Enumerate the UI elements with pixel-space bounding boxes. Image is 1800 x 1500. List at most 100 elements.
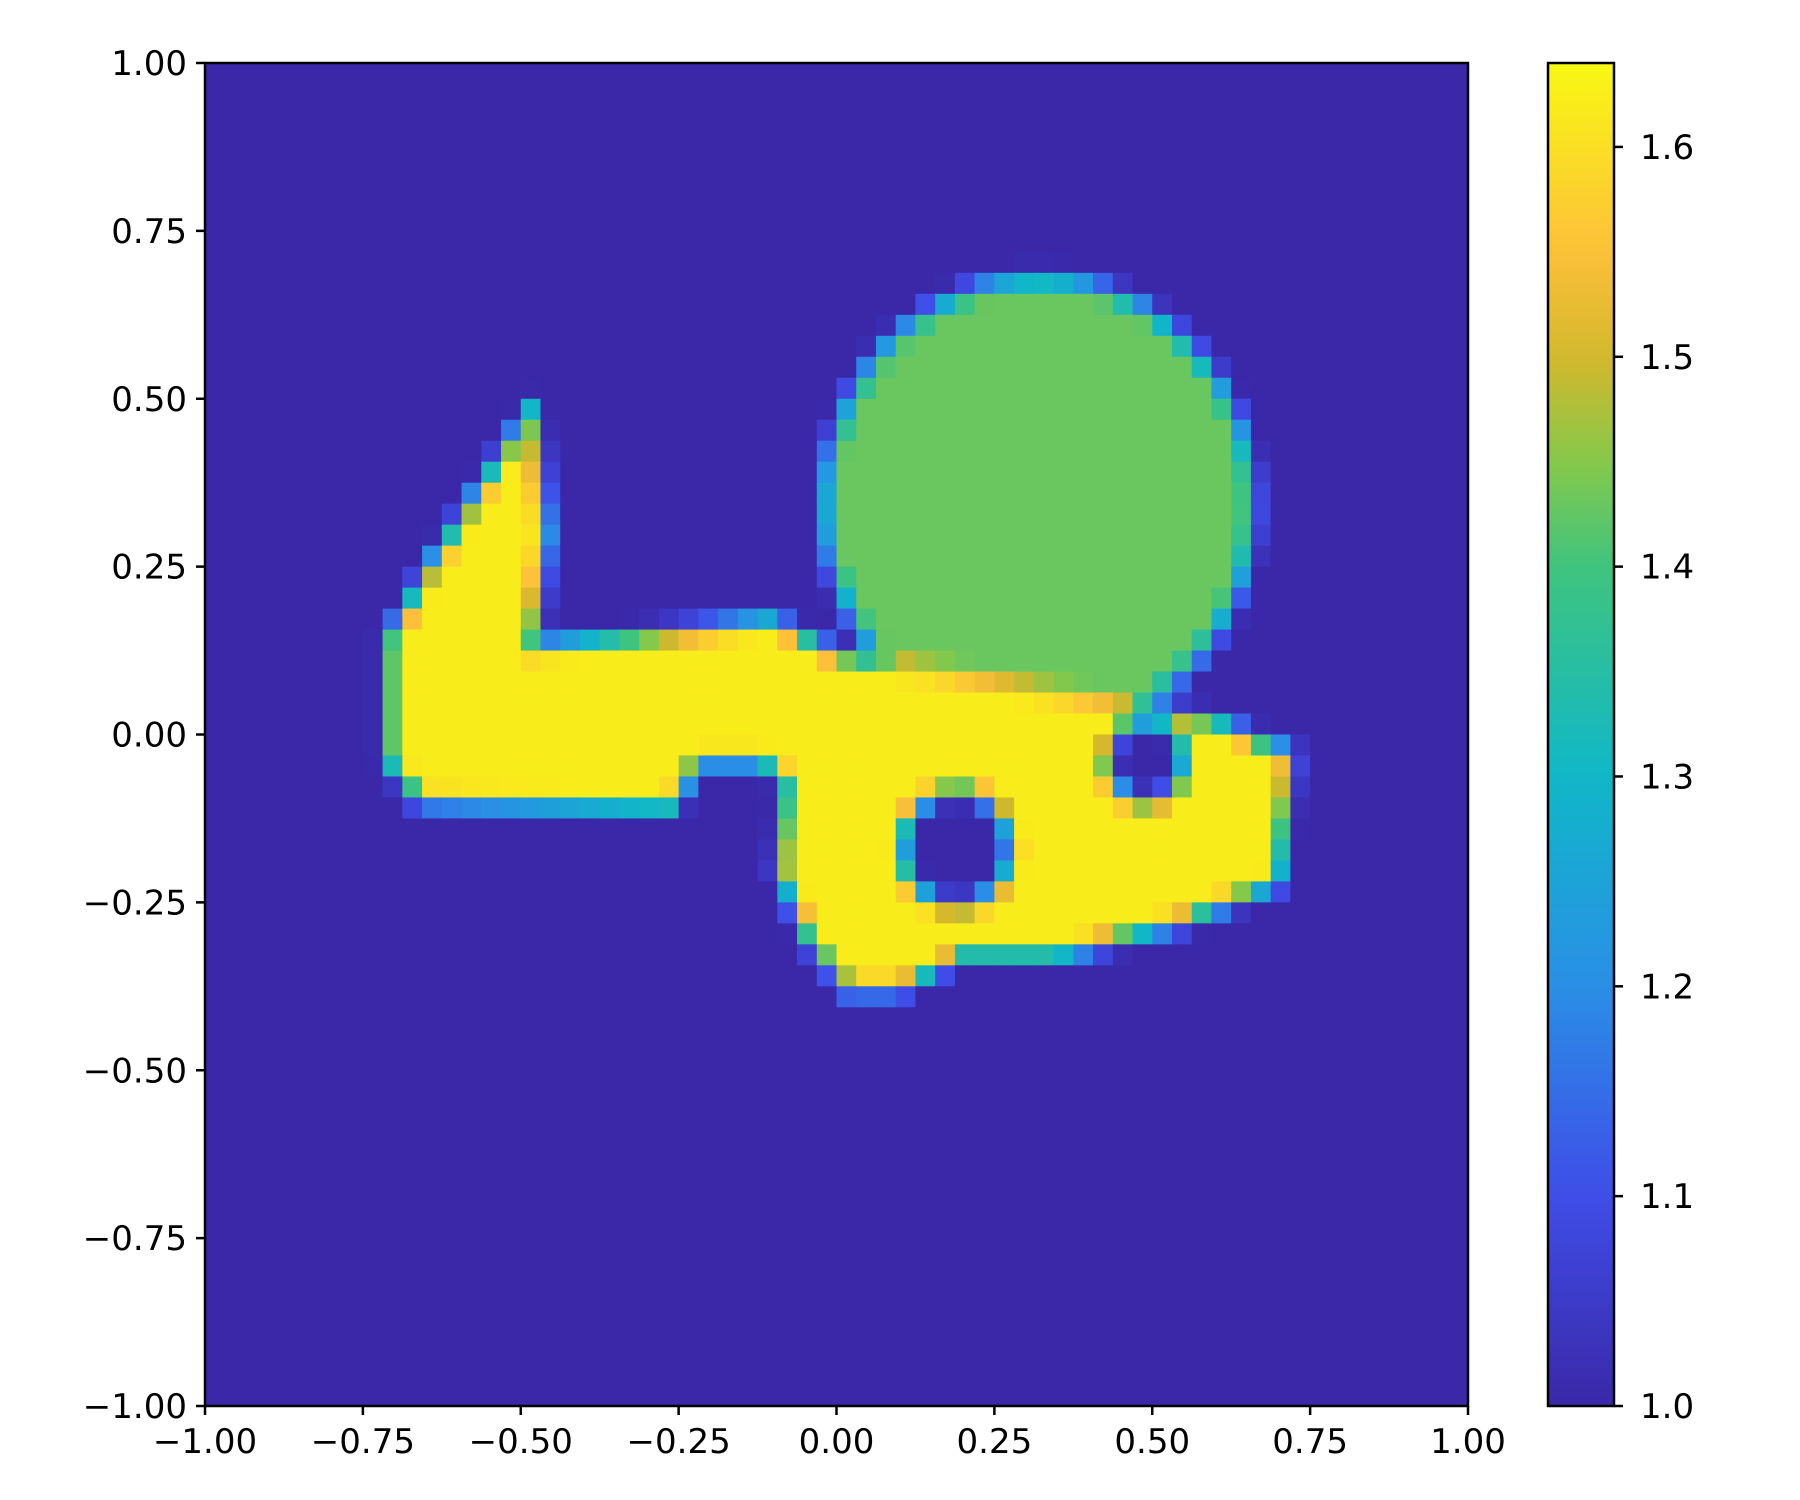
heatmap-cell [1093, 629, 1114, 652]
heatmap-cell [283, 776, 305, 799]
heatmap-cell [777, 1238, 798, 1260]
heatmap-cell [1132, 104, 1153, 127]
heatmap-cell [1389, 188, 1410, 211]
heatmap-cell [501, 1175, 522, 1197]
heatmap-cell [1152, 272, 1173, 295]
heatmap-cell [1270, 63, 1291, 85]
heatmap-cell [1329, 818, 1351, 841]
heatmap-cell [599, 1112, 621, 1134]
heatmap-cell [895, 251, 917, 274]
heatmap-cell [954, 377, 976, 400]
heatmap-cell [1270, 1259, 1291, 1281]
heatmap-cell [836, 965, 857, 987]
heatmap-cell [1093, 881, 1114, 903]
heatmap-cell [1073, 419, 1094, 442]
heatmap-cell [343, 482, 364, 505]
heatmap-cell [1250, 1364, 1272, 1386]
heatmap-cell [1171, 965, 1193, 987]
heatmap-cell [1250, 1049, 1272, 1071]
heatmap-cell [205, 629, 226, 652]
heatmap-cell [1033, 125, 1055, 148]
heatmap-cell [1132, 1259, 1153, 1281]
heatmap-cell [461, 671, 482, 694]
heatmap-cell [797, 188, 818, 211]
heatmap-cell [1270, 713, 1291, 736]
heatmap-cell [678, 461, 699, 484]
heatmap-cell [244, 104, 265, 127]
heatmap-cell [678, 965, 699, 987]
heatmap-cell [1093, 1280, 1114, 1302]
heatmap-cell [205, 902, 226, 924]
heatmap-cell [1073, 1322, 1094, 1344]
heatmap-cell [1329, 587, 1351, 610]
heatmap-cell [777, 83, 798, 106]
heatmap-cell [441, 629, 463, 652]
heatmap-cell [224, 1343, 246, 1365]
heatmap-cell [639, 398, 660, 421]
heatmap-cell [639, 860, 660, 882]
heatmap-cell [935, 1364, 956, 1386]
heatmap-cell [1014, 818, 1035, 841]
heatmap-cell [737, 209, 759, 232]
heatmap-cell [1250, 1259, 1272, 1281]
heatmap-cell [658, 230, 680, 253]
heatmap-cell [560, 1175, 581, 1197]
heatmap-cell [441, 230, 463, 253]
heatmap-cell [441, 902, 463, 924]
heatmap-cell [1270, 755, 1291, 778]
heatmap-cell [283, 629, 305, 652]
heatmap-cell [698, 1217, 719, 1239]
heatmap-cell [1211, 251, 1232, 274]
heatmap-cell [481, 692, 502, 715]
heatmap-cell [599, 146, 621, 169]
heatmap-cell [915, 650, 936, 673]
heatmap-cell [205, 692, 226, 715]
heatmap-cell [639, 923, 660, 945]
heatmap-cell [875, 944, 897, 966]
heatmap-cell [1132, 797, 1153, 820]
heatmap-cell [915, 524, 936, 547]
heatmap-cell [658, 692, 680, 715]
heatmap-cell [560, 1154, 581, 1176]
heatmap-cell [1329, 776, 1351, 799]
heatmap-cell [1329, 272, 1351, 295]
heatmap-cell [1191, 356, 1213, 379]
heatmap-cell [1112, 314, 1134, 337]
heatmap-cell [757, 713, 778, 736]
heatmap-cell [737, 1259, 759, 1281]
heatmap-cell [599, 1175, 621, 1197]
heatmap-cell [1250, 251, 1272, 274]
heatmap-cell [1093, 587, 1114, 610]
heatmap-cell [836, 356, 857, 379]
heatmap-cell [1014, 1175, 1035, 1197]
heatmap-cell [1231, 1385, 1252, 1407]
heatmap-cell [954, 482, 976, 505]
heatmap-cell [481, 440, 502, 463]
heatmap-cell [1211, 440, 1232, 463]
heatmap-cell [579, 965, 601, 987]
heatmap-cell [1112, 734, 1134, 757]
heatmap-cell [718, 524, 739, 547]
heatmap-cell [1132, 1007, 1153, 1029]
heatmap-cell [481, 356, 502, 379]
heatmap-cell [1014, 482, 1035, 505]
heatmap-cell [639, 692, 660, 715]
heatmap-cell [1270, 629, 1291, 652]
heatmap-cell [1014, 293, 1035, 316]
heatmap-cell [1053, 881, 1074, 903]
heatmap-cell [994, 692, 1015, 715]
heatmap-cell [343, 1091, 364, 1113]
heatmap-cell [481, 104, 502, 127]
heatmap-cell [1369, 881, 1390, 903]
heatmap-cell [1408, 1175, 1430, 1197]
heatmap-cell [836, 1154, 857, 1176]
heatmap-cell [402, 188, 423, 211]
heatmap-cell [520, 566, 542, 589]
heatmap-cell [303, 734, 324, 757]
heatmap-cell [244, 440, 265, 463]
heatmap-cell [461, 566, 482, 589]
heatmap-cell [678, 146, 699, 169]
heatmap-cell [1408, 1133, 1430, 1155]
heatmap-cell [382, 755, 403, 778]
heatmap-cell [935, 293, 956, 316]
